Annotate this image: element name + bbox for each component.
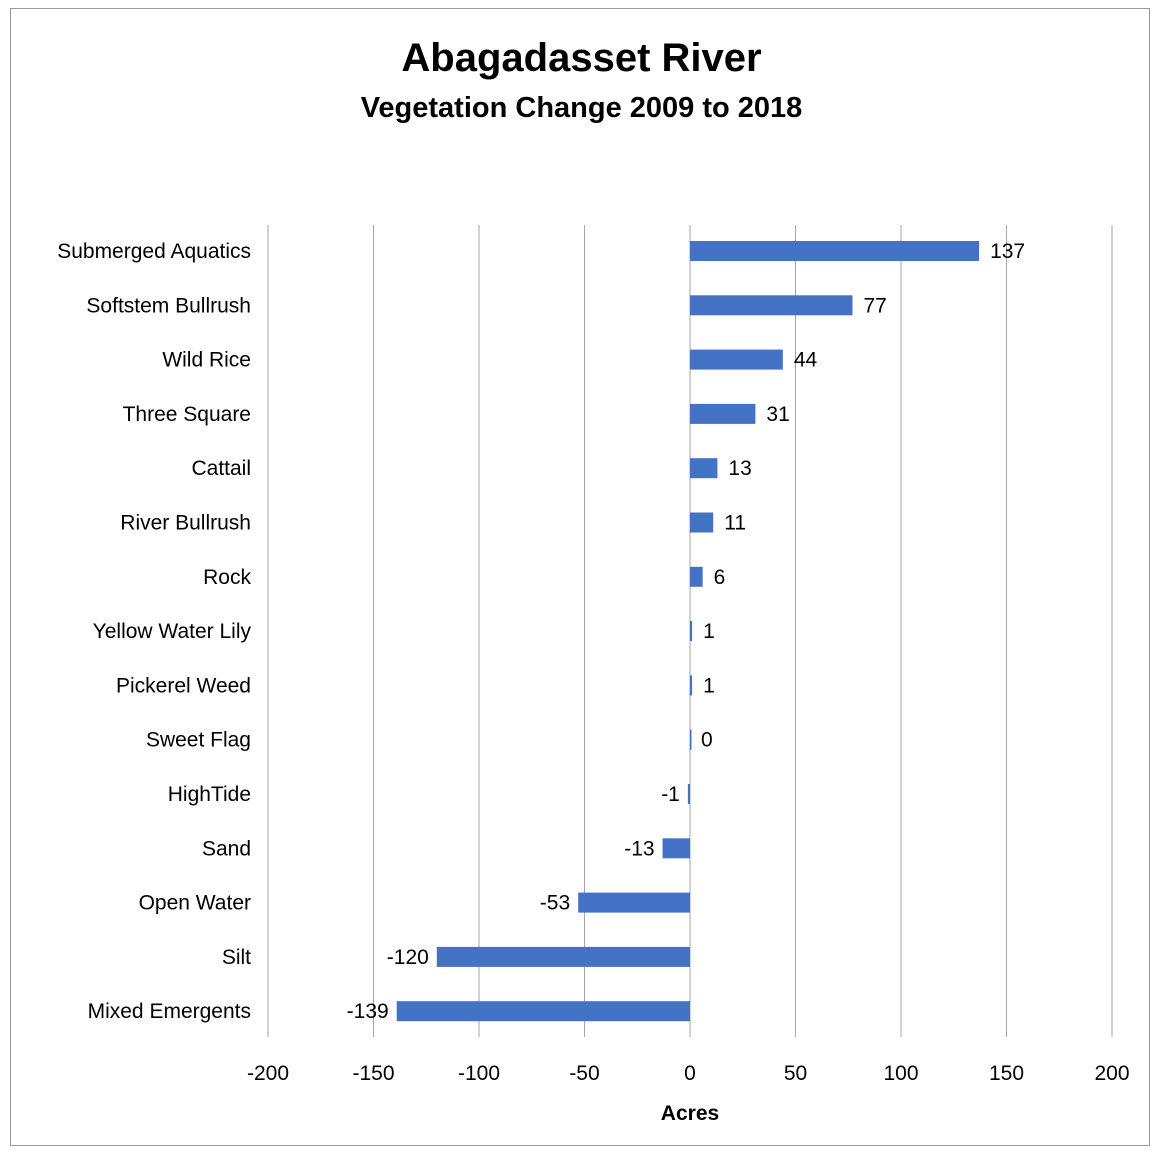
bar: [690, 729, 692, 750]
bar: [690, 621, 693, 642]
category-label: Open Water: [139, 892, 251, 915]
data-label: -13: [624, 837, 654, 860]
x-tick-labels: -200 -150 -100 -50 0 50 100 150 200: [247, 1062, 1130, 1085]
bar: [690, 566, 703, 587]
category-label: Cattail: [191, 457, 251, 480]
bar: [662, 838, 690, 859]
bar: [436, 946, 690, 967]
category-label: HighTide: [168, 783, 251, 806]
bars: [396, 241, 980, 1022]
category-label: Submerged Aquatics: [57, 240, 251, 263]
category-label: Wild Rice: [162, 349, 251, 372]
category-label: Yellow Water Lily: [93, 620, 252, 643]
x-tick-label: 150: [989, 1062, 1024, 1085]
data-label: 31: [766, 403, 789, 426]
category-label: Sweet Flag: [146, 729, 251, 752]
category-label: River Bullrush: [120, 512, 251, 535]
gridlines: [267, 225, 1113, 1037]
x-tick-label: -150: [352, 1062, 394, 1085]
data-label: -120: [387, 946, 429, 969]
category-label: Three Square: [123, 403, 251, 426]
bar: [690, 675, 693, 696]
category-label: Pickerel Weed: [116, 674, 251, 697]
data-label: 1: [703, 620, 715, 643]
bar: [690, 458, 718, 479]
x-tick-label: 50: [784, 1062, 807, 1085]
bar: [578, 892, 690, 913]
bar: [687, 784, 690, 804]
data-label: 13: [728, 457, 751, 480]
x-tick-label: -100: [458, 1062, 500, 1085]
bar: [690, 403, 756, 424]
category-label: Sand: [202, 837, 251, 860]
bar: [690, 349, 783, 370]
x-tick-label: -50: [569, 1062, 599, 1085]
category-label: Silt: [222, 946, 251, 969]
x-axis-title: Acres: [661, 1102, 719, 1125]
category-label: Rock: [203, 566, 251, 589]
data-label: 0: [701, 729, 713, 752]
category-label: Mixed Emergents: [88, 1000, 251, 1023]
data-label: 1: [703, 674, 715, 697]
category-labels: Submerged Aquatics Softstem Bullrush Wild …: [57, 240, 251, 1023]
category-label: Softstem Bullrush: [86, 294, 251, 317]
bar: [690, 295, 853, 316]
data-label: -1: [661, 783, 680, 806]
bar: [690, 241, 980, 261]
data-label: 137: [990, 240, 1025, 263]
data-label: -53: [540, 892, 570, 915]
data-label: 44: [794, 349, 818, 372]
x-tick-label: -200: [247, 1062, 289, 1085]
data-label: 6: [714, 566, 726, 589]
data-label: -139: [347, 1000, 389, 1023]
x-tick-label: 0: [684, 1062, 696, 1085]
bar: [690, 512, 714, 533]
chart-subtitle: Vegetation Change 2009 to 2018: [360, 92, 803, 124]
x-tick-label: 200: [1094, 1062, 1129, 1085]
data-label: 77: [863, 294, 886, 317]
data-label: 11: [724, 512, 746, 535]
x-tick-label: 100: [883, 1062, 918, 1085]
bar: [396, 1001, 690, 1022]
chart-title: Abagadasset River: [401, 36, 762, 80]
